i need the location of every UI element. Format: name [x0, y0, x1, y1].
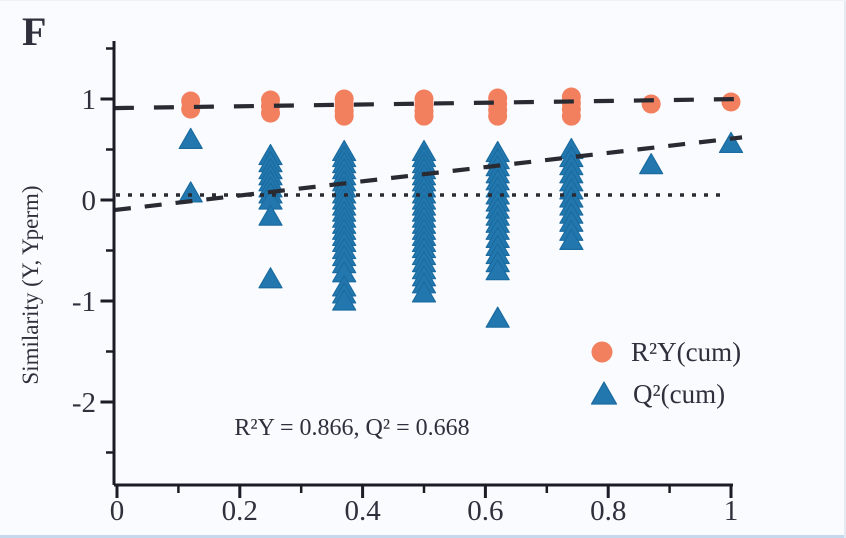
q2-trend-line: [113, 135, 743, 213]
r2y-data-point: [561, 106, 581, 126]
q2-data-point: [411, 281, 437, 303]
x-tick-label: 1: [724, 495, 739, 527]
model-values-annotation: R²Y = 0.866, Q² = 0.668: [234, 415, 469, 441]
r2y-data-point: [721, 92, 741, 112]
scatter-points: [178, 87, 744, 328]
r2y-data-point: [488, 106, 508, 126]
x-tick-label: 0.8: [590, 495, 626, 527]
r2y-legend-marker-icon: [591, 341, 613, 363]
q2-data-point: [178, 127, 203, 149]
q2-data-point: [332, 289, 357, 311]
q2-legend-marker-icon: [590, 381, 618, 405]
axes-and-ticks: [100, 41, 733, 498]
x-tick-label: 0.6: [467, 495, 503, 527]
r2y-data-point: [334, 106, 354, 126]
image-bottom-border: [0, 535, 846, 538]
q2-data-point: [718, 131, 744, 154]
q2-data-point: [485, 306, 510, 328]
r2y-data-point: [261, 103, 280, 123]
r2y-data-point: [414, 106, 434, 126]
x-tick-label: 0.4: [344, 495, 381, 527]
legend-label-q2: Q²(cum): [633, 379, 725, 409]
y-tick-label: 0: [82, 185, 97, 217]
y-tick-label: 1: [82, 84, 97, 116]
q2-data-point: [639, 153, 664, 175]
trend-and-reference-lines: [113, 96, 743, 213]
q2-data-point: [258, 267, 283, 289]
q2-data-point: [559, 228, 584, 250]
x-tick-label: 0: [110, 495, 125, 527]
r2y-data-point: [181, 99, 201, 119]
q2-data-point: [485, 259, 510, 281]
legend: R²Y(cum) Q²(cum): [590, 337, 741, 409]
legend-label-r2y: R²Y(cum): [631, 337, 741, 367]
y-tick-label: -1: [72, 286, 96, 318]
r2y-data-point: [641, 94, 661, 114]
y-axis-label: Similarity (Y, Yperm): [18, 185, 43, 384]
q2-data-point: [178, 181, 203, 203]
r2y-trend-line: [113, 96, 743, 111]
tick-labels: 1 0 -1 -2 0 0.2 0.4 0.6 0.8 1: [72, 84, 738, 527]
q2-data-point: [258, 204, 283, 226]
image-right-border: [844, 1, 846, 538]
y-tick-label: -2: [72, 387, 96, 419]
panel-label: F: [22, 9, 46, 54]
x-tick-label: 0.2: [222, 495, 258, 527]
